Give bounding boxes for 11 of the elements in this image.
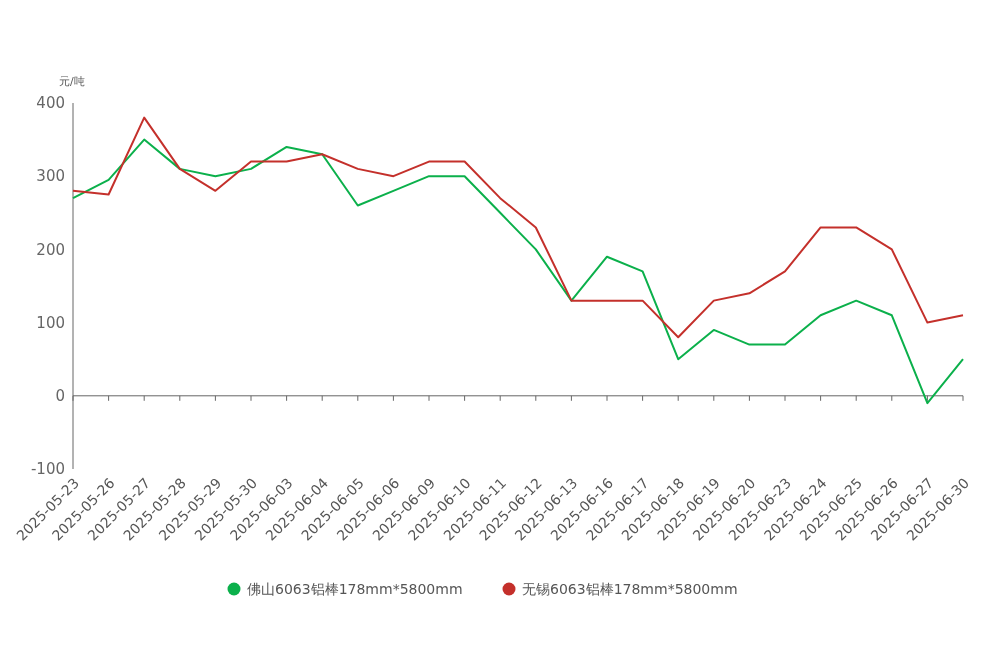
y-axis-title: 元/吨	[59, 75, 85, 88]
y-tick-label: 400	[36, 94, 65, 113]
y-tick-label: 100	[36, 313, 65, 332]
line-series	[72, 116, 964, 339]
y-tick-label: 300	[36, 167, 65, 186]
y-tick-label: 200	[36, 240, 65, 259]
line-series	[72, 138, 964, 405]
legend-label: 无锡6063铝棒178mm*5800mm	[522, 580, 738, 597]
y-tick-label: -100	[30, 460, 65, 479]
y-tick-label: 0	[55, 387, 65, 406]
legend-label: 佛山6063铝棒178mm*5800mm	[247, 580, 463, 597]
